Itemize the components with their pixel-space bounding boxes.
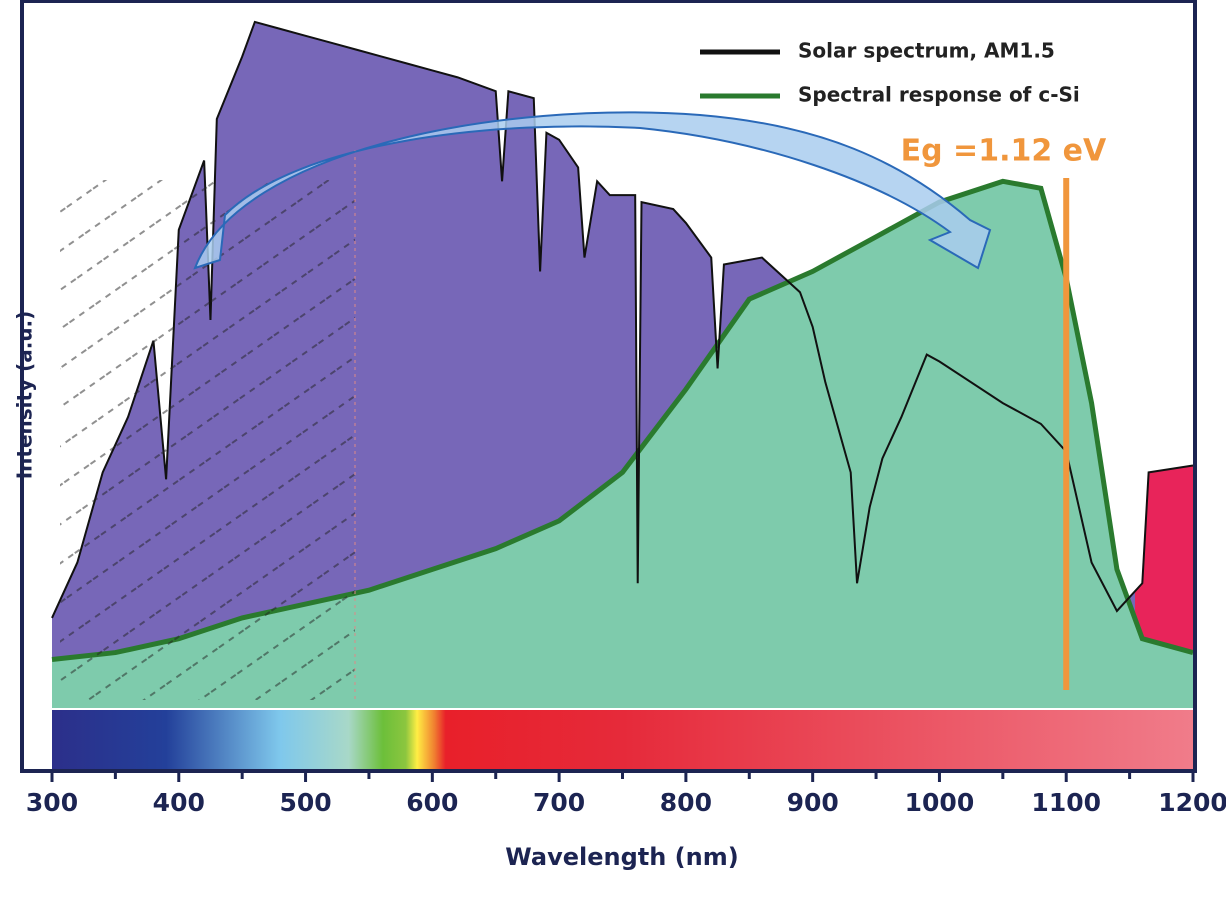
x-tick-label: 1100: [1031, 788, 1101, 817]
color-bar: [52, 710, 1193, 770]
x-tick-label: 1200: [1158, 788, 1226, 817]
y-axis-title: Intensity (a.u.): [13, 311, 37, 480]
bandgap-label: Eg =1.12 eV: [901, 134, 1107, 169]
x-tick-label: 800: [660, 788, 712, 817]
legend-label: Spectral response of c-Si: [798, 83, 1080, 107]
chart: Wavelength (nm) Intensity (a.u.) Solar s…: [0, 0, 1226, 900]
divider: [52, 708, 1193, 710]
legend: Solar spectrum, AM1.5 Spectral response o…: [700, 39, 1080, 107]
legend-label: Solar spectrum, AM1.5: [798, 39, 1055, 63]
x-tick-label: 900: [787, 788, 839, 817]
x-tick-label: 500: [279, 788, 331, 817]
x-tick-label: 700: [533, 788, 585, 817]
x-tick-label: 600: [406, 788, 458, 817]
x-axis-title: Wavelength (nm): [505, 843, 738, 871]
x-tick-label: 1000: [905, 788, 975, 817]
x-tick-label: 400: [153, 788, 205, 817]
x-tick-label: 300: [26, 788, 78, 817]
